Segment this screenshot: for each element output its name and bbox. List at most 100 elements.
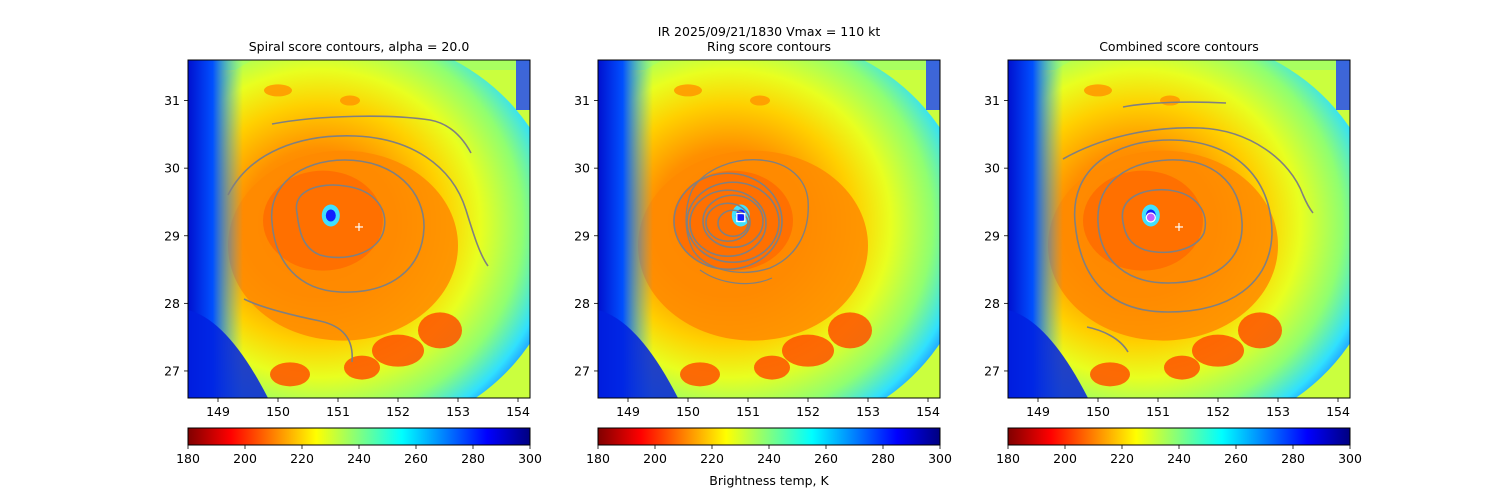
ring-contour — [705, 202, 751, 243]
axes-frame — [597, 59, 941, 399]
ring-contour — [717, 209, 749, 238]
y-tick-label: 30 — [164, 161, 180, 176]
colorbar-tick-label: 280 — [1281, 451, 1305, 466]
figure-suptitle: IR 2025/09/21/1830 Vmax = 110 kt — [658, 24, 881, 39]
cold-band-southwest — [1008, 310, 1088, 398]
ir-image — [598, 60, 940, 398]
axes-frame — [187, 59, 531, 399]
colorbar-tick-label: 260 — [1224, 451, 1248, 466]
y-tick-label: 30 — [574, 161, 590, 176]
panel-1: Spiral score contours, alpha = 20.0 149 15… — [164, 39, 542, 466]
marker-combined-center — [1145, 212, 1156, 223]
spiral-contour — [271, 115, 472, 154]
y-tick-label: 29 — [164, 228, 180, 243]
colorbar-tick-label: 300 — [518, 451, 542, 466]
colorbar-tick-label: 280 — [461, 451, 485, 466]
y-tick-label: 28 — [574, 296, 590, 311]
x-tick-label: 153 — [856, 404, 880, 419]
marker-center — [1175, 222, 1183, 231]
x-tick-label: 150 — [1086, 404, 1110, 419]
y-tick-label: 30 — [984, 161, 1000, 176]
convective-cell — [828, 312, 872, 349]
combined-contour — [1086, 326, 1129, 353]
x-tick-label: 154 — [916, 404, 940, 419]
x-tick-label: 152 — [386, 404, 410, 419]
colorbar-tick-label: 220 — [1110, 451, 1134, 466]
convective-cell — [750, 95, 770, 106]
colorbar-bar — [187, 427, 531, 446]
panel-2: Ring score contours 149 150 151 152 153 154 27 2… — [574, 39, 952, 466]
convective-cell — [754, 355, 790, 380]
convective-cell — [782, 334, 834, 367]
cold-band-northeast — [1336, 60, 1350, 110]
contours — [1062, 101, 1314, 353]
x-tick-label: 151 — [736, 404, 760, 419]
spiral-contour — [227, 135, 489, 267]
x-tick-label: 153 — [446, 404, 470, 419]
colorbar: 180 200 220 240 260 280 300 — [996, 427, 1362, 466]
colorbar-tick-label: 200 — [233, 451, 257, 466]
x-tick-label: 150 — [676, 404, 700, 419]
panel-title: Spiral score contours, alpha = 20.0 — [249, 39, 470, 54]
x-tick-label: 154 — [506, 404, 530, 419]
convective-cell — [340, 95, 360, 106]
x-tick-label: 152 — [1206, 404, 1230, 419]
convective-cell — [674, 84, 702, 97]
ring-contour — [702, 194, 764, 249]
y-tick-label: 29 — [574, 228, 590, 243]
eye — [735, 209, 746, 222]
panels: Spiral score contours, alpha = 20.0 149 15… — [164, 39, 1362, 466]
colorbar-tick-label: 200 — [1053, 451, 1077, 466]
contours — [227, 115, 489, 363]
convective-cell — [264, 84, 292, 97]
cold-band-northeast — [516, 60, 530, 110]
y-tick-label: 31 — [574, 93, 590, 108]
x-tick-label: 149 — [616, 404, 640, 419]
x-tick-label: 150 — [266, 404, 290, 419]
convective-cell — [1192, 334, 1244, 367]
colorbar: 180 200 220 240 260 280 300 — [176, 427, 542, 466]
ir-image — [1008, 60, 1350, 398]
marker-ring-center — [736, 212, 746, 223]
combined-contour — [1062, 126, 1314, 214]
y-tick-label: 27 — [164, 363, 180, 378]
x-tick-label: 149 — [206, 404, 230, 419]
x-tick-label: 149 — [1026, 404, 1050, 419]
colorbar: 180 200 220 240 260 280 300 — [586, 427, 952, 466]
y-tick-label: 31 — [164, 93, 180, 108]
y-tick-label: 28 — [984, 296, 1000, 311]
convective-cell — [344, 355, 380, 380]
convective-cell — [1090, 362, 1130, 387]
convective-cell — [270, 362, 310, 387]
ring-contour — [685, 159, 809, 274]
ring-contour — [686, 181, 780, 264]
colorbar-label: Brightness temp, K — [709, 473, 829, 488]
colorbar-tick-label: 300 — [928, 451, 952, 466]
colorbar-tick-label: 180 — [586, 451, 610, 466]
y-tick-label: 29 — [984, 228, 1000, 243]
y-tick-label: 27 — [984, 363, 1000, 378]
ring-contour — [699, 269, 773, 285]
ring-contour — [689, 189, 767, 258]
convective-cell — [1160, 95, 1180, 106]
convective-cell — [1084, 84, 1112, 97]
cold-band-southwest — [188, 310, 268, 398]
colorbar-tick-label: 220 — [700, 451, 724, 466]
colorbar-tick-label: 220 — [290, 451, 314, 466]
convective-cell — [680, 362, 720, 387]
ring-contour — [673, 172, 783, 271]
cold-band-southwest — [598, 310, 678, 398]
spiral-contour — [270, 159, 425, 293]
x-tick-label: 154 — [1326, 404, 1350, 419]
combined-contour — [1122, 101, 1227, 108]
x-tick-label: 153 — [1266, 404, 1290, 419]
colorbar-tick-label: 260 — [814, 451, 838, 466]
y-tick-label: 28 — [164, 296, 180, 311]
y-tick-label: 27 — [574, 363, 590, 378]
colorbar-tick-label: 240 — [347, 451, 371, 466]
axes-frame — [1007, 59, 1351, 399]
panel-title: Ring score contours — [707, 39, 831, 54]
colorbar-tick-label: 180 — [176, 451, 200, 466]
convective-cell — [418, 312, 462, 349]
